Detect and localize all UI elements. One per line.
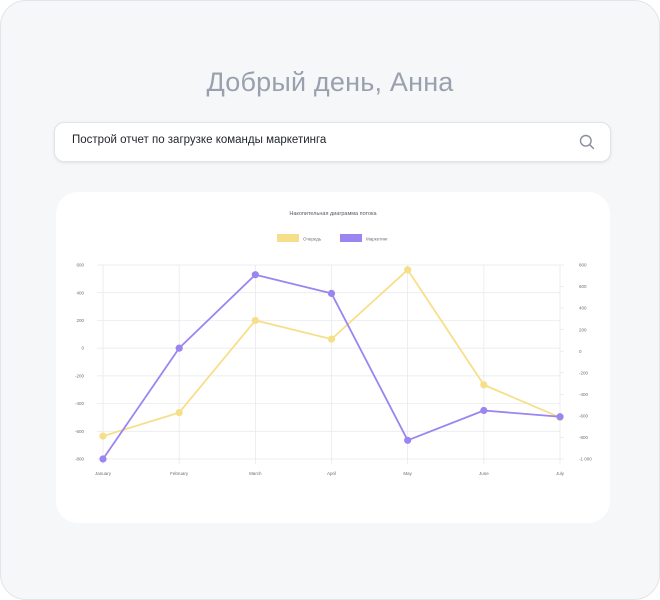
data-point bbox=[251, 316, 259, 325]
data-point bbox=[404, 436, 412, 444]
greeting-title: Добрый день, Анна bbox=[206, 67, 454, 97]
y-tick-right: 400 bbox=[579, 306, 587, 311]
search-icon[interactable] bbox=[579, 134, 595, 150]
data-point bbox=[99, 432, 107, 440]
data-point bbox=[480, 406, 488, 415]
y-tick-left: 0 bbox=[81, 346, 84, 351]
chart-card: Накопительная диаграмма потока Очередь Мар… bbox=[56, 192, 610, 523]
y-tick-left: 600 bbox=[76, 263, 84, 268]
y-tick-right: -400 bbox=[579, 392, 589, 397]
y-tick-left: -200 bbox=[75, 373, 85, 378]
y-tick-right: -200 bbox=[579, 370, 589, 375]
y-tick-right: -800 bbox=[579, 435, 589, 440]
y-tick-left: 200 bbox=[76, 318, 84, 323]
legend-swatch bbox=[340, 234, 362, 242]
y-tick-left: 400 bbox=[76, 290, 84, 295]
y-tick-right: -1 000 bbox=[579, 457, 592, 462]
x-tick: July bbox=[556, 471, 565, 476]
y-tick-right: 600 bbox=[579, 284, 587, 289]
x-tick: January bbox=[95, 471, 112, 476]
legend-label: Очередь bbox=[303, 237, 322, 242]
x-tick: April bbox=[327, 471, 336, 476]
data-point bbox=[327, 335, 336, 343]
y-tick-left: -800 bbox=[75, 457, 85, 462]
x-tick: February bbox=[170, 471, 189, 476]
x-tick: June bbox=[479, 471, 489, 476]
line-chart: Накопительная диаграмма потока Очередь Мар… bbox=[75, 211, 592, 476]
data-point bbox=[175, 408, 183, 417]
y-tick-right: 800 bbox=[579, 263, 587, 268]
data-point bbox=[327, 289, 336, 298]
data-point bbox=[556, 413, 564, 421]
legend-label: Маркетинг bbox=[366, 237, 388, 242]
y-tick-left: -400 bbox=[75, 401, 85, 406]
legend-swatch bbox=[277, 234, 299, 242]
data-point bbox=[480, 381, 488, 389]
x-tick: May bbox=[403, 471, 412, 476]
y-tick-right: 0 bbox=[579, 349, 582, 354]
x-tick: March bbox=[249, 471, 262, 476]
y-tick-right: 200 bbox=[579, 327, 587, 332]
search-bar[interactable] bbox=[54, 122, 611, 162]
data-point bbox=[404, 266, 412, 274]
data-point bbox=[175, 344, 183, 352]
y-tick-right: -600 bbox=[579, 413, 589, 418]
data-point bbox=[99, 455, 107, 463]
chart-title: Накопительная диаграмма потока bbox=[289, 211, 377, 217]
search-input[interactable] bbox=[72, 134, 552, 146]
y-tick-left: -600 bbox=[75, 429, 85, 434]
data-point bbox=[251, 271, 259, 279]
